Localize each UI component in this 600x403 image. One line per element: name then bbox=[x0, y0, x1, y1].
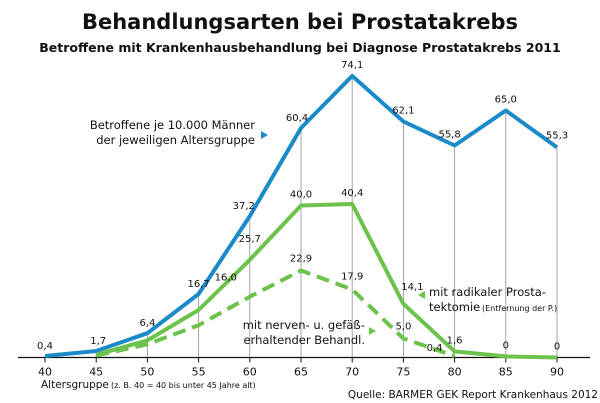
annotation-affected-arrow bbox=[261, 131, 268, 139]
annotation-affected-line1: Betroffene je 10.000 Männer bbox=[90, 118, 255, 132]
x-tick-label-55: 55 bbox=[192, 366, 206, 379]
annotation-prostatectomy-line2: tektomie bbox=[429, 300, 480, 314]
series-prostatectomy-line bbox=[95, 202, 558, 360]
x-tick-label-80: 80 bbox=[448, 366, 462, 379]
series-affected-line bbox=[44, 73, 559, 358]
data-label-affected-45: 1,7 bbox=[90, 336, 106, 347]
data-label-affected-70: 74,1 bbox=[341, 60, 363, 71]
data-label-affected-85: 65,0 bbox=[495, 95, 517, 106]
annotation-nerve-sparing-arrow bbox=[369, 327, 376, 335]
annotation-affected-line2: der jeweiligen Altersgruppe bbox=[96, 133, 255, 147]
data-label-nerve-sparing-80: 0,4 bbox=[427, 343, 443, 354]
x-tick-label-45: 45 bbox=[89, 366, 103, 379]
x-tick-label-50: 50 bbox=[140, 366, 154, 379]
data-label-prostatectomy-75: 14,1 bbox=[401, 282, 423, 293]
data-label-affected-65: 60,4 bbox=[286, 113, 308, 124]
data-label-prostatectomy-85: 0 bbox=[503, 340, 509, 351]
annotation-prostatectomy-note: (Entfernung der P.) bbox=[482, 304, 557, 313]
data-label-nerve-sparing-65: 22,9 bbox=[290, 253, 312, 264]
x-tick-label-65: 65 bbox=[294, 366, 308, 379]
data-label-nerve-sparing-60: 16,0 bbox=[215, 273, 237, 284]
data-label-affected-80: 55,8 bbox=[438, 129, 460, 140]
annotation-prostatectomy-arrow bbox=[418, 291, 425, 299]
data-label-affected-40: 0,4 bbox=[37, 341, 53, 352]
data-label-nerve-sparing-75: 5,0 bbox=[395, 322, 411, 333]
x-tick-label-60: 60 bbox=[243, 366, 257, 379]
x-tick-label-40: 40 bbox=[38, 366, 52, 379]
data-label-affected-50: 6,4 bbox=[139, 318, 155, 329]
series-nerve-sparing-line bbox=[95, 268, 456, 358]
data-label-prostatectomy-80: 1,6 bbox=[447, 335, 463, 346]
data-label-prostatectomy-70: 40,4 bbox=[341, 188, 363, 199]
annotation-nerve-sparing-line2: erhaltender Behandl. bbox=[243, 333, 365, 347]
data-label-nerve-sparing-70: 17,9 bbox=[341, 271, 363, 282]
x-tick-label-90: 90 bbox=[550, 366, 564, 379]
chart-title: Behandlungsarten bei Prostatakrebs bbox=[81, 10, 519, 34]
annotation-prostatectomy-line1: mit radikaler Prosta- bbox=[429, 285, 546, 299]
x-axis-note: (z. B. 40 = 40 bis unter 45 Jahre alt) bbox=[111, 381, 256, 390]
data-label-prostatectomy-60: 25,7 bbox=[239, 234, 261, 245]
x-tick-label-75: 75 bbox=[396, 366, 410, 379]
x-axis-title: Altersgruppe bbox=[41, 379, 109, 391]
data-label-affected-55: 16,7 bbox=[187, 279, 209, 290]
data-label-affected-75: 62,1 bbox=[392, 106, 414, 117]
data-label-prostatectomy-65: 40,0 bbox=[290, 190, 312, 201]
source-note: Quelle: BARMER GEK Report Krankenhaus 20… bbox=[348, 389, 598, 401]
annotation-nerve-sparing-line1: mit nerven- u. gefäß- bbox=[243, 318, 365, 332]
data-label-affected-60: 37,2 bbox=[233, 201, 255, 212]
data-label-prostatectomy-90: 0 bbox=[554, 342, 560, 353]
x-tick-label-85: 85 bbox=[499, 366, 513, 379]
chart-subtitle: Betroffene mit Krankenhausbehandlung bei… bbox=[39, 40, 561, 55]
data-label-affected-90: 55,3 bbox=[546, 130, 568, 141]
x-tick-label-70: 70 bbox=[345, 366, 359, 379]
